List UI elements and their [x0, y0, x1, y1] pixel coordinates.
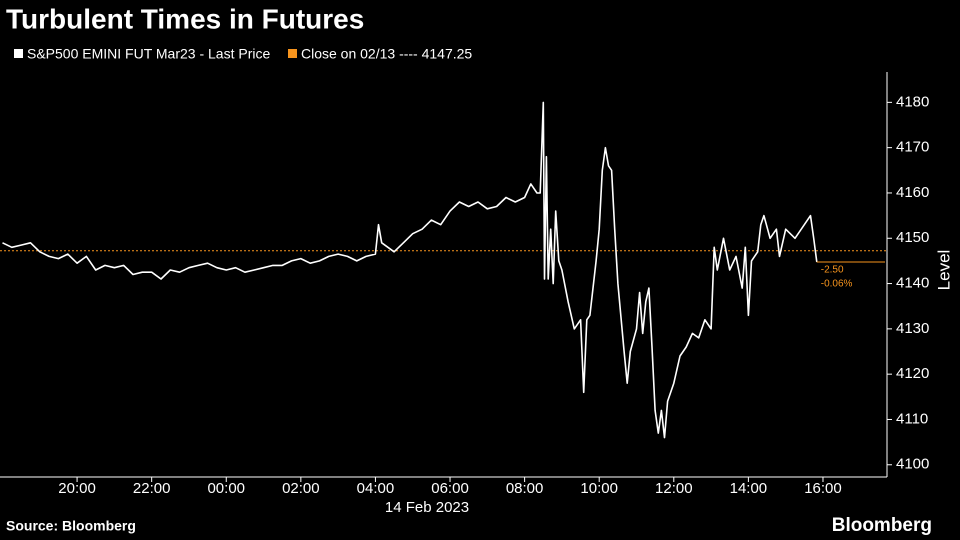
change-annotation: -0.06% [821, 279, 853, 290]
y-tick-label: 4160 [896, 184, 929, 201]
x-tick-label: 04:00 [357, 480, 395, 497]
x-date-label: 14 Feb 2023 [385, 499, 469, 516]
y-axis-label: Level [934, 250, 953, 291]
legend-swatch [288, 49, 297, 58]
x-tick-label: 06:00 [431, 480, 469, 497]
y-tick-label: 4170 [896, 139, 929, 156]
y-tick-label: 4150 [896, 229, 929, 246]
y-tick-label: 4120 [896, 365, 929, 382]
legend-swatch [14, 49, 23, 58]
x-tick-label: 00:00 [207, 480, 245, 497]
y-tick-label: 4100 [896, 456, 929, 473]
chart-title: Turbulent Times in Futures [6, 3, 364, 34]
y-tick-label: 4140 [896, 275, 929, 292]
brand: Bloomberg [832, 515, 932, 536]
y-tick-label: 4180 [896, 93, 929, 110]
x-tick-label: 10:00 [580, 480, 618, 497]
change-annotation: -2.50 [821, 265, 844, 276]
legend-label: S&P500 EMINI FUT Mar23 - Last Price [27, 46, 270, 62]
x-tick-label: 08:00 [506, 480, 544, 497]
x-tick-label: 12:00 [655, 480, 693, 497]
x-tick-label: 02:00 [282, 480, 320, 497]
x-tick-label: 14:00 [730, 480, 768, 497]
x-tick-label: 16:00 [804, 480, 842, 497]
x-tick-label: 20:00 [58, 480, 96, 497]
price-line [2, 101, 818, 439]
y-tick-label: 4130 [896, 320, 929, 337]
y-tick-label: 4110 [896, 410, 928, 427]
legend-label: Close on 02/13 ---- 4147.25 [301, 46, 472, 62]
source: Source: Bloomberg [6, 518, 136, 534]
x-tick-label: 22:00 [133, 480, 171, 497]
